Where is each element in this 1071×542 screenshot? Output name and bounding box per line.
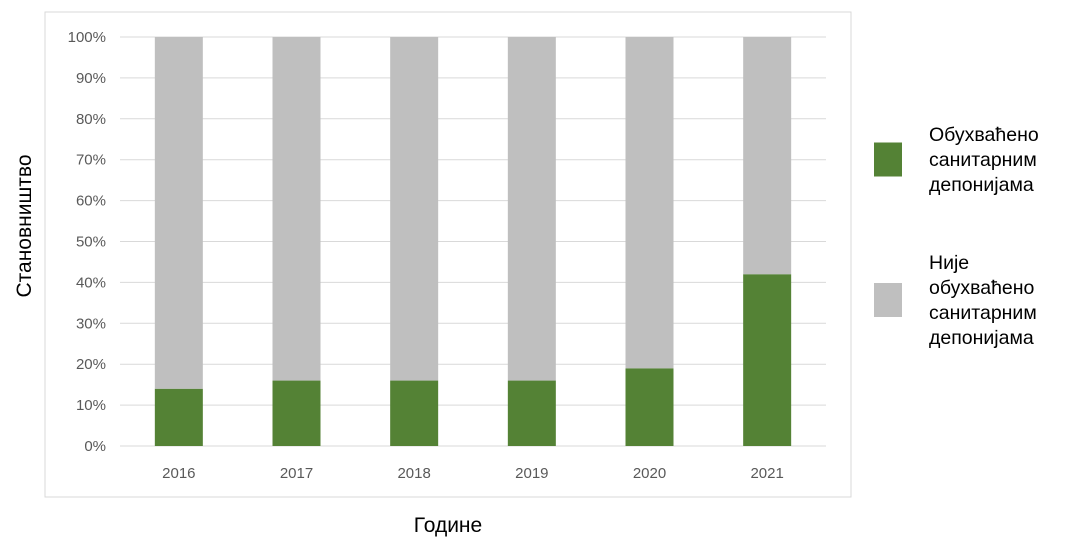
y-tick-label: 20% bbox=[76, 356, 106, 373]
y-tick-label: 80% bbox=[76, 111, 106, 128]
x-tick-label: 2017 bbox=[280, 465, 313, 482]
y-tick-label: 100% bbox=[68, 29, 106, 46]
x-tick-labels: 2016 2017 2018 2019 2020 2021 bbox=[162, 465, 784, 482]
y-tick-label: 90% bbox=[76, 70, 106, 87]
bar-series-1-2019 bbox=[507, 380, 556, 446]
bar-series-2-2017 bbox=[272, 37, 321, 381]
legend-label-2: санитарним bbox=[929, 302, 1037, 324]
legend-label-2: Није bbox=[929, 252, 969, 274]
bar-series-1-2018 bbox=[390, 380, 439, 446]
legend: Обухваћено санитарним депонијама Није обухва… bbox=[874, 124, 1039, 349]
y-tick-label: 70% bbox=[76, 152, 106, 169]
y-tick-label: 30% bbox=[76, 315, 106, 332]
bar-series-2-2016 bbox=[154, 37, 203, 389]
x-tick-label: 2019 bbox=[515, 465, 548, 482]
x-tick-label: 2021 bbox=[750, 465, 783, 482]
y-tick-label: 60% bbox=[76, 193, 106, 210]
y-tick-label: 10% bbox=[76, 397, 106, 414]
x-tick-label: 2018 bbox=[397, 465, 430, 482]
legend-swatch-1 bbox=[874, 142, 902, 177]
bars bbox=[154, 37, 792, 446]
legend-label-1: депонијама bbox=[929, 174, 1034, 196]
bar-series-1-2016 bbox=[154, 388, 203, 446]
legend-label-2: депонијама bbox=[929, 327, 1034, 349]
bar-series-2-2020 bbox=[625, 37, 674, 369]
bar-series-1-2017 bbox=[272, 380, 321, 446]
legend-label-1: Обухваћено bbox=[929, 124, 1039, 146]
x-axis-title: Године bbox=[414, 514, 482, 537]
legend-label-1: санитарним bbox=[929, 149, 1037, 171]
gridlines bbox=[120, 36, 826, 447]
x-tick-label: 2020 bbox=[633, 465, 666, 482]
bar-series-2-2021 bbox=[743, 37, 792, 275]
bar-series-1-2020 bbox=[625, 368, 674, 446]
y-axis-title: Становништво bbox=[13, 154, 36, 297]
y-tick-labels: 0% 10% 20% 30% 40% 50% 60% 70% 80% 90% 100% bbox=[68, 29, 106, 455]
bar-series-2-2018 bbox=[390, 37, 439, 381]
x-tick-label: 2016 bbox=[162, 465, 195, 482]
y-tick-label: 40% bbox=[76, 274, 106, 291]
y-tick-label: 50% bbox=[76, 234, 106, 251]
bar-series-1-2021 bbox=[743, 274, 792, 446]
bar-series-2-2019 bbox=[507, 37, 556, 381]
legend-label-2: обухваћено bbox=[929, 277, 1035, 299]
y-tick-label: 0% bbox=[84, 438, 106, 455]
legend-swatch-2 bbox=[874, 283, 902, 317]
